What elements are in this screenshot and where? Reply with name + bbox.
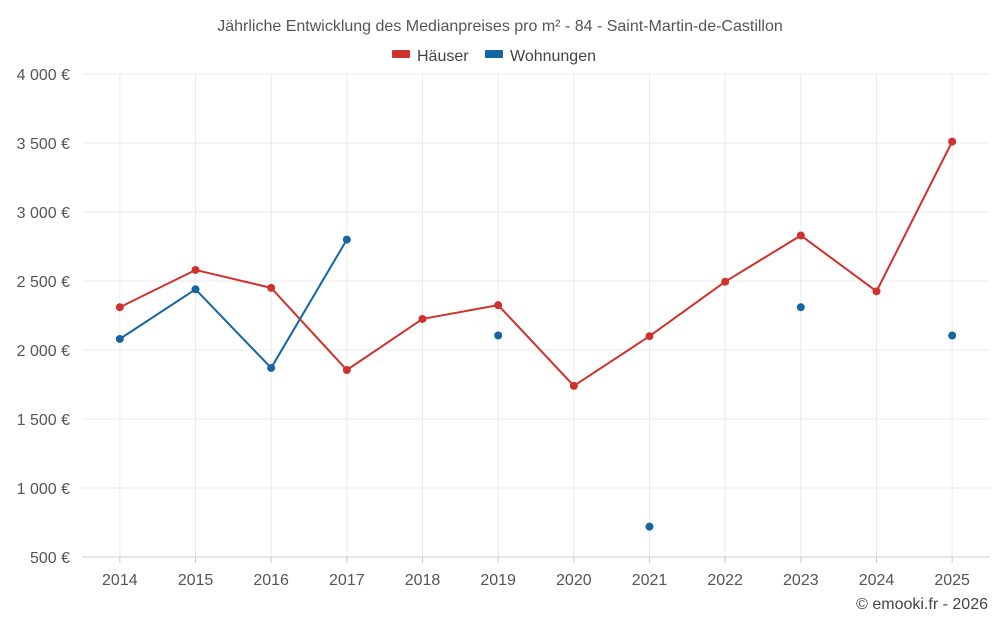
data-point-haeuser-2014[interactable] xyxy=(115,303,124,312)
series-wohnungen xyxy=(115,235,957,531)
x-tick-label: 2015 xyxy=(178,572,214,589)
data-point-haeuser-2024[interactable] xyxy=(872,287,881,296)
y-tick-label: 1 000 € xyxy=(17,481,70,498)
y-tick-label: 500 € xyxy=(30,550,70,567)
data-point-haeuser-2018[interactable] xyxy=(418,314,427,323)
x-tick-label: 2018 xyxy=(405,572,441,589)
series-line-haeuser xyxy=(119,141,954,387)
data-point-wohnungen-2014[interactable] xyxy=(115,334,124,343)
y-tick-label: 4 000 € xyxy=(17,67,70,84)
y-tick-label: 2 000 € xyxy=(17,343,70,360)
gridlines xyxy=(82,73,990,558)
legend-item-haeuser[interactable]: Häuser xyxy=(392,48,469,65)
x-tick-label: 2014 xyxy=(102,572,138,589)
x-tick-label: 2021 xyxy=(632,572,668,589)
x-tick-label: 2025 xyxy=(934,572,970,589)
series-haeuser xyxy=(115,137,957,390)
data-point-haeuser-2015[interactable] xyxy=(191,265,200,274)
data-point-wohnungen-2015[interactable] xyxy=(191,285,200,294)
data-point-haeuser-2021[interactable] xyxy=(645,332,654,341)
data-point-haeuser-2019[interactable] xyxy=(494,301,503,310)
series-layer xyxy=(115,137,957,531)
credit-text: © emooki.fr - 2026 xyxy=(856,596,988,613)
data-point-wohnungen-2025[interactable] xyxy=(948,331,957,340)
chart-title: Jährliche Entwicklung des Medianpreises … xyxy=(217,18,783,35)
data-point-wohnungen-2019[interactable] xyxy=(494,331,503,340)
data-point-haeuser-2020[interactable] xyxy=(569,381,578,390)
x-tick-label: 2019 xyxy=(480,572,516,589)
y-tick-label: 1 500 € xyxy=(17,412,70,429)
data-point-haeuser-2025[interactable] xyxy=(948,137,957,146)
data-point-wohnungen-2023[interactable] xyxy=(796,303,805,312)
x-tick-label: 2023 xyxy=(783,572,819,589)
legend-item-wohnungen[interactable]: Wohnungen xyxy=(485,48,596,65)
data-point-haeuser-2022[interactable] xyxy=(721,277,730,286)
x-axis: 2014 2015 2016 2017 2018 2019 2020 2021 2022 2023… xyxy=(82,556,990,589)
x-tick-label: 2022 xyxy=(707,572,743,589)
y-tick-label: 3 000 € xyxy=(17,205,70,222)
data-point-wohnungen-2017[interactable] xyxy=(342,235,351,244)
legend-label-haeuser: Häuser xyxy=(417,48,469,65)
legend-label-wohnungen: Wohnungen xyxy=(510,48,596,65)
x-tick-label: 2020 xyxy=(556,572,592,589)
data-point-wohnungen-2021[interactable] xyxy=(645,522,654,531)
data-point-haeuser-2017[interactable] xyxy=(342,366,351,375)
data-point-haeuser-2016[interactable] xyxy=(267,283,276,292)
legend-swatch-wohnungen xyxy=(485,50,503,58)
x-tick-label: 2017 xyxy=(329,572,365,589)
legend-swatch-haeuser xyxy=(392,50,410,58)
y-tick-label: 2 500 € xyxy=(17,274,70,291)
y-tick-label: 3 500 € xyxy=(17,136,70,153)
data-point-wohnungen-2016[interactable] xyxy=(267,363,276,372)
x-tick-label: 2016 xyxy=(253,572,289,589)
data-point-haeuser-2023[interactable] xyxy=(796,231,805,240)
legend: Häuser Wohnungen xyxy=(392,48,596,65)
y-axis: 500 € 1 000 € 1 500 € 2 000 € 2 500 € 3 000 €… xyxy=(17,67,70,567)
series-line-wohnungen xyxy=(119,239,348,369)
x-tick-label: 2024 xyxy=(859,572,895,589)
